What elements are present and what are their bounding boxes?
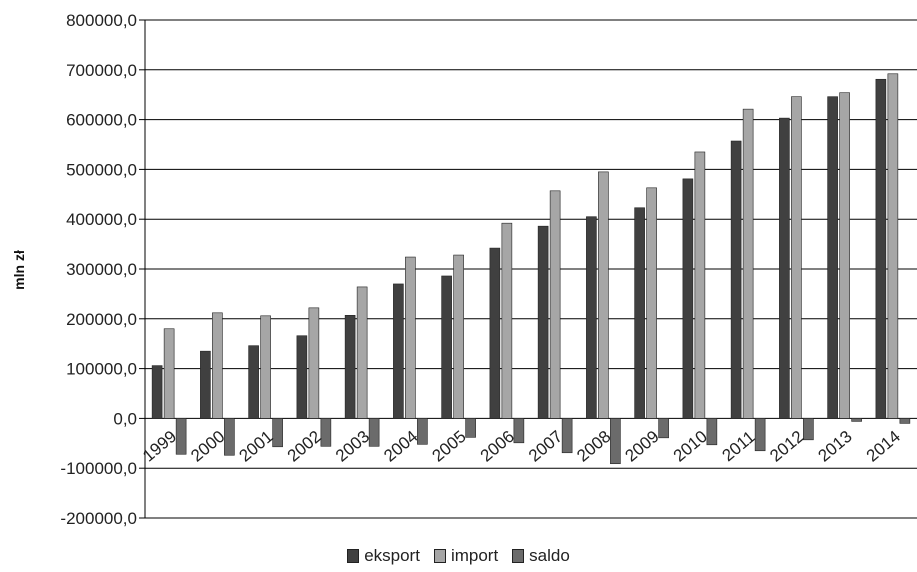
bar-saldo-2004	[417, 418, 428, 445]
x-tick-label: 2011	[718, 427, 758, 465]
bar-eksport-2007	[537, 225, 549, 419]
bar-saldo-2009	[658, 418, 669, 439]
x-tick-label: 2012	[766, 427, 807, 466]
y-tick-label: 600000,0	[66, 111, 137, 130]
bar-saldo-2002	[320, 418, 332, 447]
y-tick-label: 100000,0	[66, 360, 137, 379]
bar-import-2011	[742, 108, 754, 419]
x-tick-label: 2005	[428, 427, 469, 466]
bar-saldo-2011	[754, 418, 766, 452]
x-tick-label: 2014	[863, 427, 904, 466]
y-tick-label: 300000,0	[66, 260, 137, 279]
bar-saldo-2001	[272, 418, 283, 448]
x-tick-label: 2004	[380, 427, 421, 466]
bar-eksport-2010	[682, 178, 694, 419]
bar-eksport-2002	[296, 335, 308, 419]
legend-item-eksport: eksport	[347, 546, 420, 566]
bar-saldo-2007	[561, 418, 573, 454]
bar-import-2001	[260, 315, 271, 419]
bar-saldo-2005	[465, 418, 476, 438]
bar-eksport-2014	[875, 78, 887, 419]
bar-saldo-2008	[610, 418, 621, 465]
bar-saldo-2003	[368, 418, 380, 447]
bar-import-2013	[839, 92, 850, 419]
y-tick-label: -200000,0	[60, 509, 137, 528]
legend-label: eksport	[364, 546, 420, 565]
x-tick-label: 2000	[187, 427, 228, 466]
bar-saldo-1999	[175, 418, 187, 455]
bar-import-2005	[453, 254, 464, 419]
bar-import-2014	[887, 73, 899, 419]
legend-swatch	[433, 549, 446, 563]
legend-label: saldo	[529, 546, 570, 565]
bar-saldo-2010	[706, 418, 718, 446]
bar-import-2007	[549, 190, 561, 419]
bar-import-2003	[356, 286, 368, 419]
x-tick-label: 2006	[477, 427, 518, 466]
bar-chart: 800000,0 700000,0 600000,0 500000,0 400000,0…	[11, 11, 917, 528]
x-tick-label: 2008	[573, 427, 614, 466]
bar-eksport-2005	[441, 275, 452, 419]
bar-eksport-2009	[634, 207, 645, 419]
bar-eksport-2001	[248, 345, 259, 419]
bar-eksport-2011	[730, 140, 742, 419]
bar-import-2012	[791, 96, 802, 419]
bar-saldo-2000	[224, 418, 235, 456]
y-tick-labels: 800000,0 700000,0 600000,0 500000,0 400000,0…	[60, 11, 137, 528]
legend-swatch	[512, 549, 525, 563]
y-tick-label: 200000,0	[66, 310, 137, 329]
y-tick-label: 400000,0	[66, 210, 137, 229]
y-tick-label: 700000,0	[66, 61, 137, 80]
legend-label: import	[450, 546, 499, 565]
bar-import-2000	[212, 312, 223, 419]
bar-eksport-2000	[200, 350, 211, 419]
bar-eksport-1999	[151, 365, 163, 419]
x-tick-label: 2003	[332, 427, 373, 466]
bar-saldo-2006	[513, 418, 525, 444]
bar-import-1999	[163, 328, 175, 419]
bar-eksport-2012	[779, 117, 790, 419]
x-tick-label: 2013	[814, 427, 855, 466]
bars	[151, 73, 911, 465]
legend-item-saldo: saldo	[512, 546, 570, 566]
y-tick-label: -100000,0	[60, 459, 137, 478]
bar-saldo-2012	[803, 418, 814, 441]
x-tick-label: 2010	[670, 427, 711, 466]
x-tick-label: 2001	[235, 427, 276, 466]
y-tick-label: 500000,0	[66, 160, 137, 179]
x-tick-label: 2009	[621, 427, 662, 466]
bar-eksport-2004	[393, 283, 404, 419]
bar-import-2002	[308, 307, 320, 419]
bar-eksport-2006	[489, 247, 501, 419]
y-tick-label: 0,0	[113, 409, 137, 428]
bar-eksport-2013	[827, 96, 838, 419]
legend: eksport import saldo	[0, 546, 917, 566]
bar-import-2006	[501, 222, 513, 419]
x-tick-label: 2007	[525, 427, 566, 466]
legend-item-import: import	[433, 546, 499, 566]
bar-import-2004	[405, 256, 416, 419]
x-tick-label: 2002	[284, 427, 325, 466]
y-tick-label: 800000,0	[66, 11, 137, 30]
y-axis-label: mln zł	[11, 250, 27, 290]
bar-eksport-2008	[586, 216, 597, 419]
bar-import-2009	[646, 187, 657, 419]
legend-swatch	[347, 549, 360, 563]
bar-saldo-2013	[851, 418, 862, 422]
bar-eksport-2003	[344, 315, 356, 419]
bar-saldo-2014	[899, 418, 911, 424]
bar-import-2010	[694, 151, 706, 419]
bar-import-2008	[598, 171, 609, 419]
